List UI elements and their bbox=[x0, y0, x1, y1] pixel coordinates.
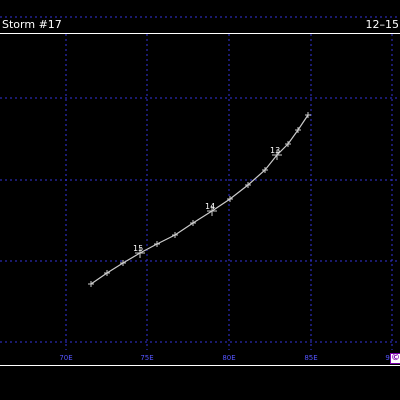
track-position-marker bbox=[272, 150, 282, 160]
longitude-label: 75E bbox=[140, 354, 153, 362]
copyright-icon: © bbox=[390, 353, 400, 364]
longitude-label: 70E bbox=[59, 354, 72, 362]
day-label: 13 bbox=[270, 146, 280, 155]
track-position-marker bbox=[305, 112, 311, 118]
track-position-marker bbox=[245, 182, 251, 188]
header-rule bbox=[0, 33, 400, 34]
track-position-marker bbox=[190, 220, 196, 226]
track-position-marker bbox=[262, 167, 268, 173]
map-header: Storm #17 12–15 bbox=[0, 0, 400, 34]
track-position-marker bbox=[104, 270, 110, 276]
track-position-marker bbox=[172, 232, 178, 238]
day-label: 15 bbox=[133, 244, 143, 253]
storm-title: Storm #17 bbox=[2, 18, 62, 31]
date-range: 12–15 bbox=[365, 18, 400, 31]
lat-lon-grid bbox=[0, 16, 400, 350]
longitude-label: 85E bbox=[304, 354, 317, 362]
track-position-marker bbox=[135, 248, 145, 258]
storm-track bbox=[88, 112, 311, 287]
track-position-marker bbox=[285, 141, 291, 147]
track-line bbox=[90, 114, 309, 285]
track-position-marker bbox=[120, 260, 126, 266]
longitude-label: 80E bbox=[222, 354, 235, 362]
track-position-marker bbox=[88, 281, 94, 287]
day-label: 14 bbox=[205, 202, 215, 211]
track-position-marker bbox=[227, 196, 233, 202]
footer-rule bbox=[0, 365, 400, 366]
track-position-marker bbox=[295, 127, 301, 133]
track-position-marker bbox=[154, 241, 160, 247]
track-position-marker bbox=[207, 206, 217, 216]
